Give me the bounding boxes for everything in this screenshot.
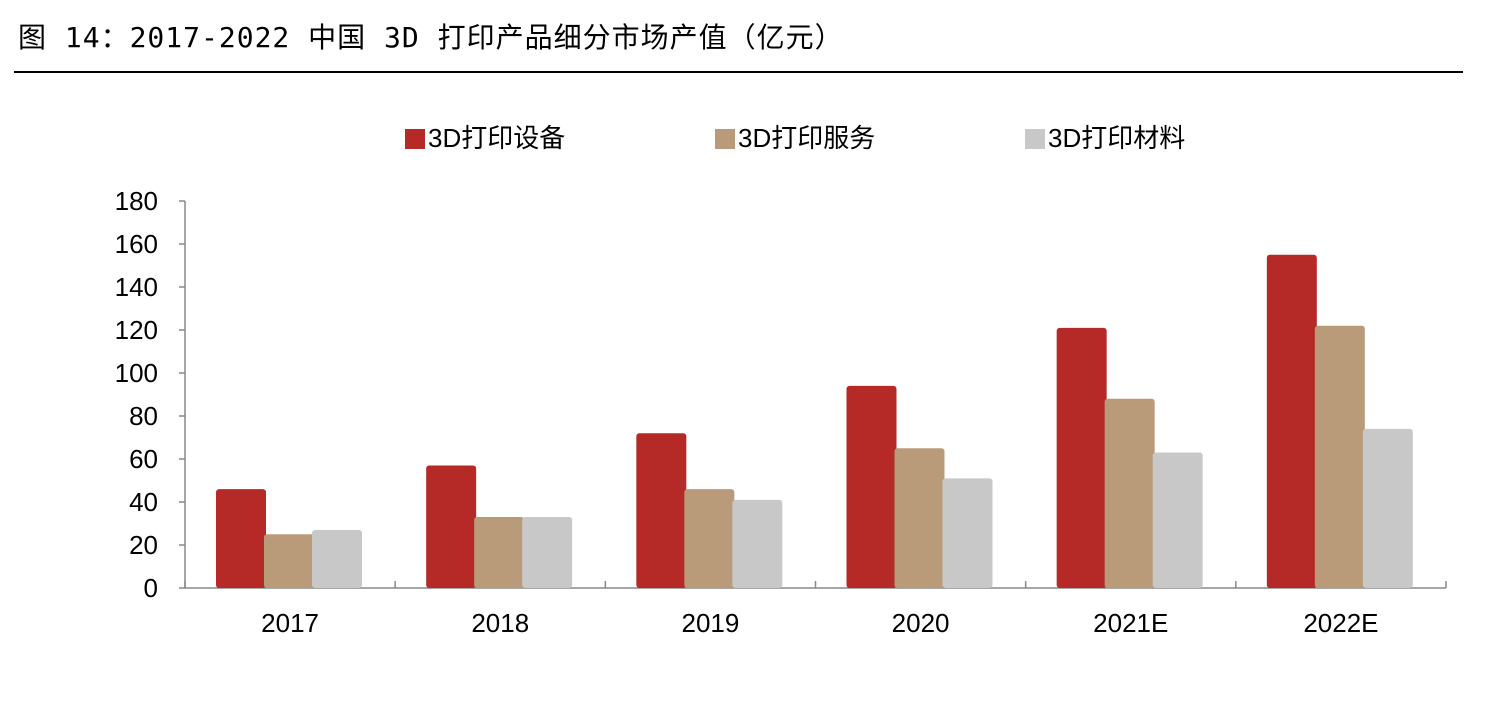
y-tick-label: 120 bbox=[115, 315, 158, 345]
bar-2018-3D打印设备 bbox=[426, 465, 477, 588]
y-tick-label: 0 bbox=[144, 573, 158, 603]
bar-2020-3D打印设备 bbox=[846, 385, 897, 588]
bar-2018-3D打印服务 bbox=[474, 517, 525, 588]
bar-2019-3D打印设备 bbox=[636, 433, 687, 588]
x-tick-label: 2017 bbox=[261, 608, 319, 638]
bar-2019-3D打印服务 bbox=[684, 489, 735, 588]
bar-2020-3D打印服务 bbox=[894, 448, 945, 588]
legend-label: 3D打印设备 bbox=[428, 123, 565, 153]
y-tick-label: 60 bbox=[129, 444, 158, 474]
bar-2020-3D打印材料 bbox=[942, 478, 993, 588]
bar-2017-3D打印设备 bbox=[216, 489, 266, 588]
title-divider bbox=[14, 71, 1463, 73]
x-tick-label: 2018 bbox=[471, 608, 529, 638]
x-tick-label: 2019 bbox=[681, 608, 739, 638]
bar-2021E-3D打印服务 bbox=[1104, 398, 1155, 588]
y-tick-label: 160 bbox=[115, 229, 158, 259]
bar-2021E-3D打印设备 bbox=[1056, 327, 1107, 588]
x-tick-label: 2022E bbox=[1303, 608, 1378, 638]
y-tick-label: 40 bbox=[129, 487, 158, 517]
y-tick-label: 140 bbox=[115, 272, 158, 302]
y-tick-label: 20 bbox=[129, 530, 158, 560]
y-tick-label: 80 bbox=[129, 401, 158, 431]
bar-2017-3D打印服务 bbox=[264, 534, 314, 588]
bar-2019-3D打印材料 bbox=[732, 499, 783, 588]
bar-2021E-3D打印材料 bbox=[1152, 452, 1203, 588]
x-tick-label: 2021E bbox=[1093, 608, 1168, 638]
legend-swatch bbox=[405, 129, 425, 149]
legend-swatch bbox=[1025, 129, 1045, 149]
figure-title: 图 14：2017-2022 中国 3D 打印产品细分市场产值（亿元） bbox=[18, 21, 844, 54]
y-tick-label: 180 bbox=[115, 186, 158, 216]
legend-label: 3D打印材料 bbox=[1048, 123, 1185, 153]
legend: 3D打印设备 3D打印服务 3D打印材料 bbox=[405, 123, 1185, 153]
legend-swatch bbox=[715, 129, 735, 149]
bar-2018-3D打印材料 bbox=[522, 517, 573, 588]
x-tick-label: 2020 bbox=[892, 608, 950, 638]
y-tick-label: 100 bbox=[115, 358, 158, 388]
bar-2022E-3D打印服务 bbox=[1314, 325, 1365, 588]
bar-2022E-3D打印设备 bbox=[1266, 254, 1317, 588]
bars bbox=[216, 254, 1413, 588]
bar-2017-3D打印材料 bbox=[312, 529, 362, 588]
axes: 0 20 40 60 80 100 120 140 160 180 2017 2018 2019 2020… bbox=[115, 186, 1447, 638]
bar-2022E-3D打印材料 bbox=[1362, 428, 1413, 588]
legend-label: 3D打印服务 bbox=[738, 123, 875, 153]
